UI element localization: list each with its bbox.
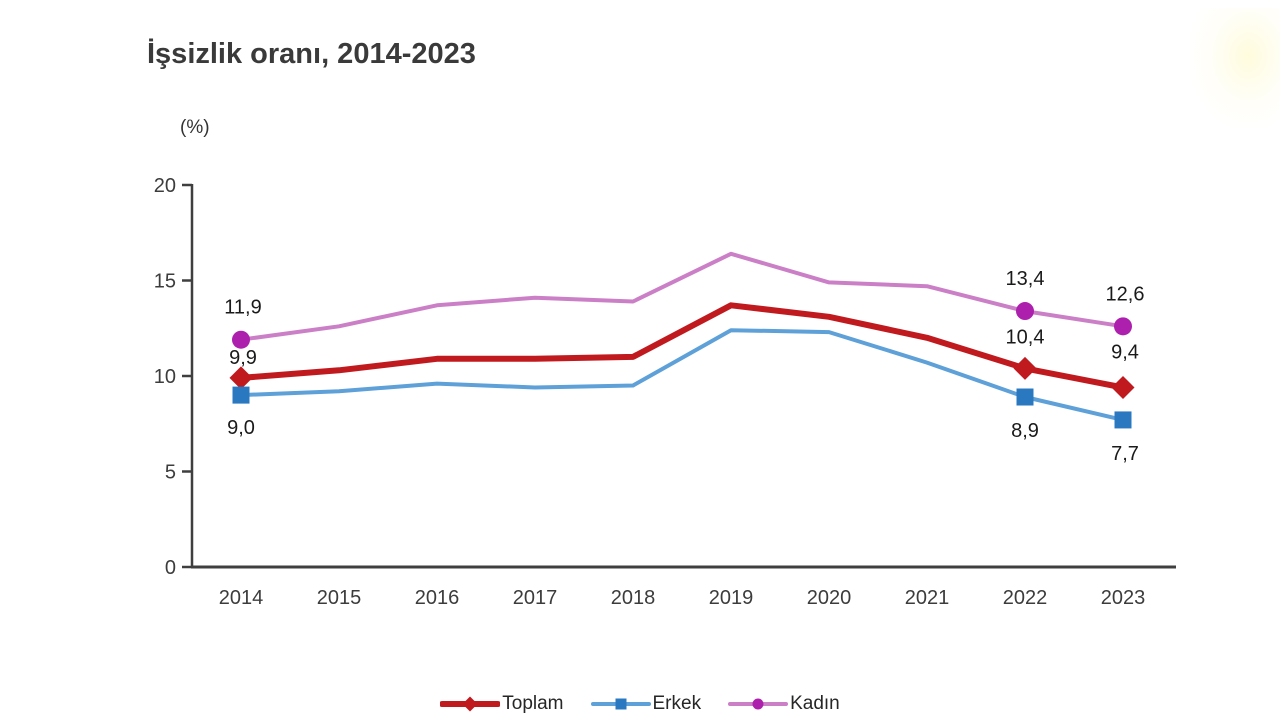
data-point-kadın-2014 bbox=[232, 330, 250, 349]
data-point-kadın-2022 bbox=[1016, 302, 1034, 321]
x-tick-label: 2023 bbox=[1101, 587, 1146, 609]
x-tick-label: 2018 bbox=[611, 587, 656, 609]
data-point-erkek-2023 bbox=[1114, 411, 1132, 429]
data-label-toplam-2014: 9,9 bbox=[229, 347, 257, 369]
legend-label-erkek: Erkek bbox=[652, 693, 702, 714]
x-tick-label: 2019 bbox=[709, 587, 754, 609]
chart-legend: Toplam Erkek Kadın bbox=[0, 693, 1280, 715]
y-tick-label: 0 bbox=[165, 557, 176, 579]
series-line-erkek bbox=[239, 328, 1125, 422]
data-point-kadın-2023 bbox=[1114, 317, 1132, 336]
x-tick-label: 2021 bbox=[905, 587, 950, 609]
y-tick-label: 20 bbox=[154, 175, 176, 197]
legend-item-erkek: Erkek bbox=[590, 693, 702, 715]
legend-label-kadın: Kadın bbox=[790, 693, 840, 714]
legend-item-kadın: Kadın bbox=[728, 693, 840, 715]
data-point-toplam-2014 bbox=[229, 366, 253, 390]
legend-swatch-toplam bbox=[440, 696, 501, 712]
data-label-toplam-2022: 10,4 bbox=[1006, 326, 1045, 348]
y-tick-label: 15 bbox=[154, 271, 176, 293]
legend-swatch-erkek bbox=[590, 698, 651, 710]
x-tick-label: 2016 bbox=[415, 587, 460, 609]
diamond-marker-icon bbox=[462, 696, 478, 712]
x-tick-label: 2022 bbox=[1003, 587, 1048, 609]
x-tick-label: 2014 bbox=[219, 587, 264, 609]
legend-item-toplam: Toplam bbox=[440, 693, 564, 715]
data-point-erkek-2022 bbox=[1016, 388, 1034, 406]
legend-label-toplam: Toplam bbox=[502, 693, 564, 714]
data-label-erkek-2014: 9,0 bbox=[227, 417, 255, 439]
data-label-erkek-2022: 8,9 bbox=[1011, 420, 1039, 442]
square-marker-icon bbox=[615, 698, 626, 710]
x-tick-label: 2020 bbox=[807, 587, 852, 609]
data-label-kadın-2023: 12,6 bbox=[1106, 283, 1145, 305]
chart-title: İşsizlik oranı, 2014-2023 bbox=[147, 38, 476, 70]
data-label-kadın-2014: 11,9 bbox=[224, 297, 261, 319]
data-point-toplam-2023 bbox=[1111, 375, 1135, 399]
y-tick-label: 10 bbox=[154, 366, 176, 388]
data-point-erkek-2014 bbox=[232, 386, 250, 404]
y-tick-label: 5 bbox=[165, 462, 176, 484]
series-line-toplam bbox=[238, 302, 1126, 391]
data-point-toplam-2022 bbox=[1013, 356, 1037, 380]
x-tick-label: 2017 bbox=[513, 587, 558, 609]
series-line-kadın bbox=[239, 251, 1125, 342]
circle-marker-icon bbox=[752, 698, 764, 710]
data-label-erkek-2023: 7,7 bbox=[1111, 443, 1139, 465]
x-tick-label: 2015 bbox=[317, 587, 362, 609]
legend-swatch-kadın bbox=[728, 698, 789, 710]
data-label-kadın-2022: 13,4 bbox=[1006, 268, 1045, 290]
data-label-toplam-2023: 9,4 bbox=[1111, 341, 1139, 363]
y-axis-unit-label: (%) bbox=[180, 117, 210, 138]
